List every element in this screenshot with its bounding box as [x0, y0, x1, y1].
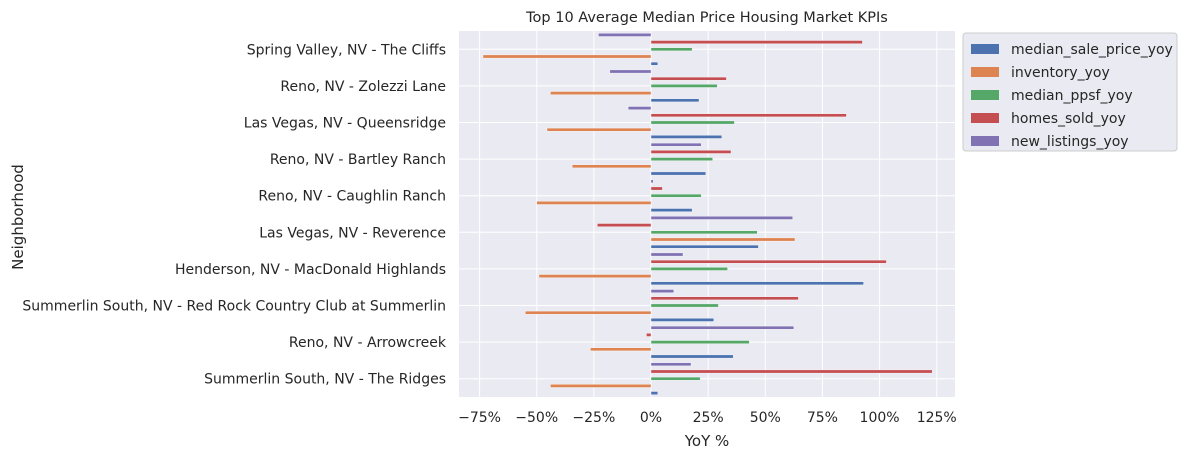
y-axis-label: Neighborhood	[9, 164, 27, 270]
bar-median_ppsf_yoy	[650, 230, 758, 235]
x-tick-label: 0%	[640, 410, 662, 426]
legend-label: median_sale_price_yoy	[1011, 42, 1173, 58]
bar-median_sale_price_yoy	[650, 281, 864, 286]
x-tick-label: −25%	[572, 410, 615, 426]
bar-homes_sold_yoy	[650, 369, 933, 374]
bar-inventory_yoy	[550, 91, 652, 95]
legend-label: median_ppsf_yoy	[1011, 88, 1133, 104]
bar-inventory_yoy	[571, 164, 652, 169]
bar-median_sale_price_yoy	[650, 354, 734, 359]
legend-swatch	[971, 90, 999, 100]
bar-median_ppsf_yoy	[650, 267, 728, 271]
bar-homes_sold_yoy	[646, 333, 652, 337]
bar-new_listings_yoy	[650, 179, 654, 184]
bar-median_sale_price_yoy	[650, 244, 759, 249]
bar-median_ppsf_yoy	[650, 157, 713, 161]
chart-title: Top 10 Average Median Price Housing Mark…	[525, 10, 888, 26]
x-axis-label: YoY %	[684, 432, 730, 450]
legend-swatch	[971, 136, 999, 146]
bar-median_ppsf_yoy	[650, 376, 701, 381]
x-tick-label: −50%	[515, 410, 558, 426]
y-tick-labels: Summerlin South, NV - The Ridges Reno, NV…	[22, 42, 446, 387]
bar-median_sale_price_yoy	[650, 171, 707, 176]
bar-median_ppsf_yoy	[650, 340, 750, 344]
x-tick-label: 25%	[693, 410, 724, 426]
bar-median_sale_price_yoy	[650, 391, 659, 395]
y-tick-label: Spring Valley, NV - The Cliffs	[247, 42, 446, 58]
y-tick-label: Reno, NV - Arrowcreek	[289, 335, 447, 351]
x-tick-labels: −75% −50% −25% 0% 25% 50% 75% 100% 125%	[458, 410, 957, 426]
legend-box	[962, 32, 1178, 152]
bar-new_listings_yoy	[650, 142, 702, 147]
legend-label: new_listings_yoy	[1011, 134, 1129, 150]
legend-label: homes_sold_yoy	[1011, 111, 1126, 127]
x-tick-label: 50%	[750, 410, 781, 426]
bar-new_listings_yoy	[598, 33, 652, 37]
bar-homes_sold_yoy	[650, 40, 863, 44]
bar-median_ppsf_yoy	[650, 193, 702, 198]
bar-median_sale_price_yoy	[650, 208, 693, 212]
bar-inventory_yoy	[590, 347, 652, 352]
bar-homes_sold_yoy	[650, 296, 799, 301]
bar-median_ppsf_yoy	[650, 303, 719, 308]
bar-homes_sold_yoy	[650, 76, 727, 81]
x-tick-label: 125%	[917, 410, 957, 426]
y-tick-label: Reno, NV - Caughlin Ranch	[258, 189, 446, 205]
bar-new_listings_yoy	[650, 289, 675, 293]
y-tick-label: Reno, NV - Bartley Ranch	[270, 152, 446, 168]
bar-homes_sold_yoy	[597, 223, 652, 227]
bar-median_sale_price_yoy	[650, 135, 723, 139]
x-tick-label: −75%	[458, 410, 501, 426]
y-tick-label: Las Vegas, NV - Reverence	[259, 225, 446, 241]
bar-new_listings_yoy	[650, 216, 793, 220]
y-tick-label: Henderson, NV - MacDonald Highlands	[175, 262, 446, 278]
bar-inventory_yoy	[546, 127, 652, 132]
bar-median_ppsf_yoy	[650, 47, 693, 52]
bar-median_ppsf_yoy	[650, 84, 718, 88]
bar-new_listings_yoy	[650, 252, 684, 257]
bar-homes_sold_yoy	[650, 186, 663, 191]
bar-inventory_yoy	[536, 201, 652, 205]
legend: median_sale_price_yoy inventory_yoymedian…	[962, 32, 1178, 152]
bar-new_listings_yoy	[627, 106, 652, 110]
bar-median_sale_price_yoy	[650, 98, 700, 103]
y-tick-label: Summerlin South, NV - Red Rock Country C…	[22, 299, 446, 315]
legend-swatch	[971, 113, 999, 123]
bar-new_listings_yoy	[650, 362, 692, 367]
bar-homes_sold_yoy	[650, 150, 732, 154]
bars	[482, 33, 933, 395]
bar-new_listings_yoy	[650, 325, 795, 330]
y-tick-label: Summerlin South, NV - The Ridges	[204, 372, 446, 388]
y-tick-label: Reno, NV - Zolezzi Lane	[280, 79, 446, 95]
bar-homes_sold_yoy	[650, 113, 847, 118]
bar-inventory_yoy	[650, 237, 796, 242]
plot-background	[459, 31, 955, 397]
bar-median_sale_price_yoy	[650, 61, 659, 66]
bar-homes_sold_yoy	[650, 259, 887, 264]
bar-inventory_yoy	[538, 274, 652, 278]
bar-median_sale_price_yoy	[650, 318, 715, 322]
legend-swatch	[971, 67, 999, 77]
legend-label: inventory_yoy	[1011, 65, 1110, 81]
legend-swatch	[971, 44, 999, 54]
x-tick-label: 100%	[860, 410, 900, 426]
y-tick-label: Las Vegas, NV - Queensridge	[244, 116, 446, 132]
x-tick-label: 75%	[807, 410, 838, 426]
bar-new_listings_yoy	[609, 69, 652, 74]
bar-inventory_yoy	[550, 384, 652, 388]
bar-median_ppsf_yoy	[650, 120, 735, 125]
bar-inventory_yoy	[525, 310, 652, 315]
bar-inventory_yoy	[482, 54, 652, 59]
